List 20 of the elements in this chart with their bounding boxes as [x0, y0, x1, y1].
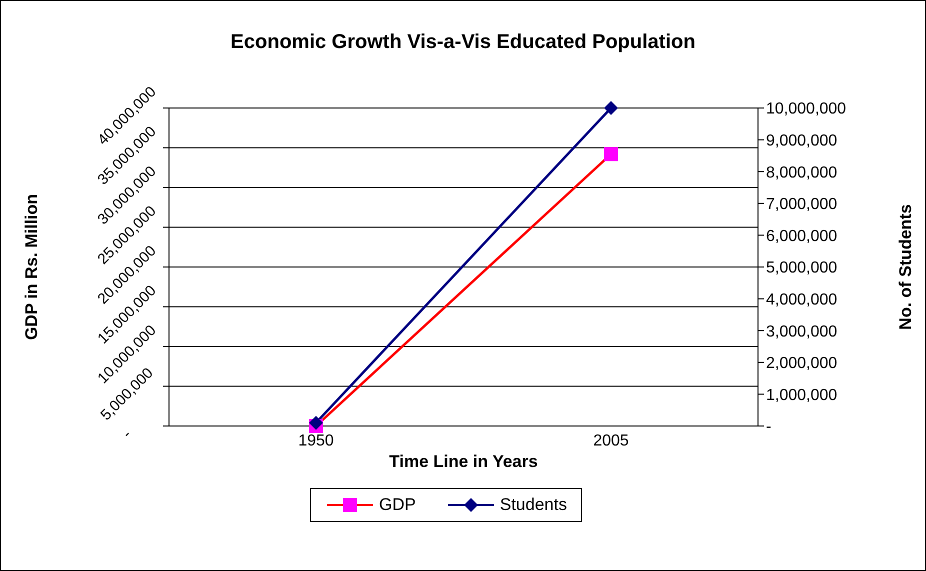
y2-tick-label: -	[766, 418, 772, 436]
y2-axis-title: No. of Students	[896, 204, 916, 330]
legend-label: Students	[498, 495, 567, 515]
y2-tick-label: 9,000,000	[766, 132, 838, 150]
y2-tick-label: 4,000,000	[766, 291, 838, 308]
x-tick-label: 2005	[593, 432, 629, 450]
chart-title: Economic Growth Vis-a-Vis Educated Population	[230, 31, 696, 54]
y2-tick-label: 5,000,000	[766, 260, 838, 277]
y2-tick-label: 10,000,000	[766, 100, 846, 118]
y2-tick-label: 3,000,000	[766, 323, 838, 340]
x-tick-label: 1950	[298, 432, 334, 450]
legend-label: GDP	[378, 495, 416, 515]
y2-tick-label: 2,000,000	[766, 355, 838, 372]
y2-tick-label: 7,000,000	[766, 196, 838, 214]
y2-tick-label: 6,000,000	[766, 228, 838, 245]
x-axis-title: Time Line in Years	[389, 452, 538, 471]
y-axis-title: GDP in Rs. Million	[22, 194, 42, 340]
y-tick-label: -	[119, 426, 135, 442]
y2-tick-label: 1,000,000	[766, 386, 838, 404]
y2-tick-label: 8,000,000	[766, 164, 838, 182]
